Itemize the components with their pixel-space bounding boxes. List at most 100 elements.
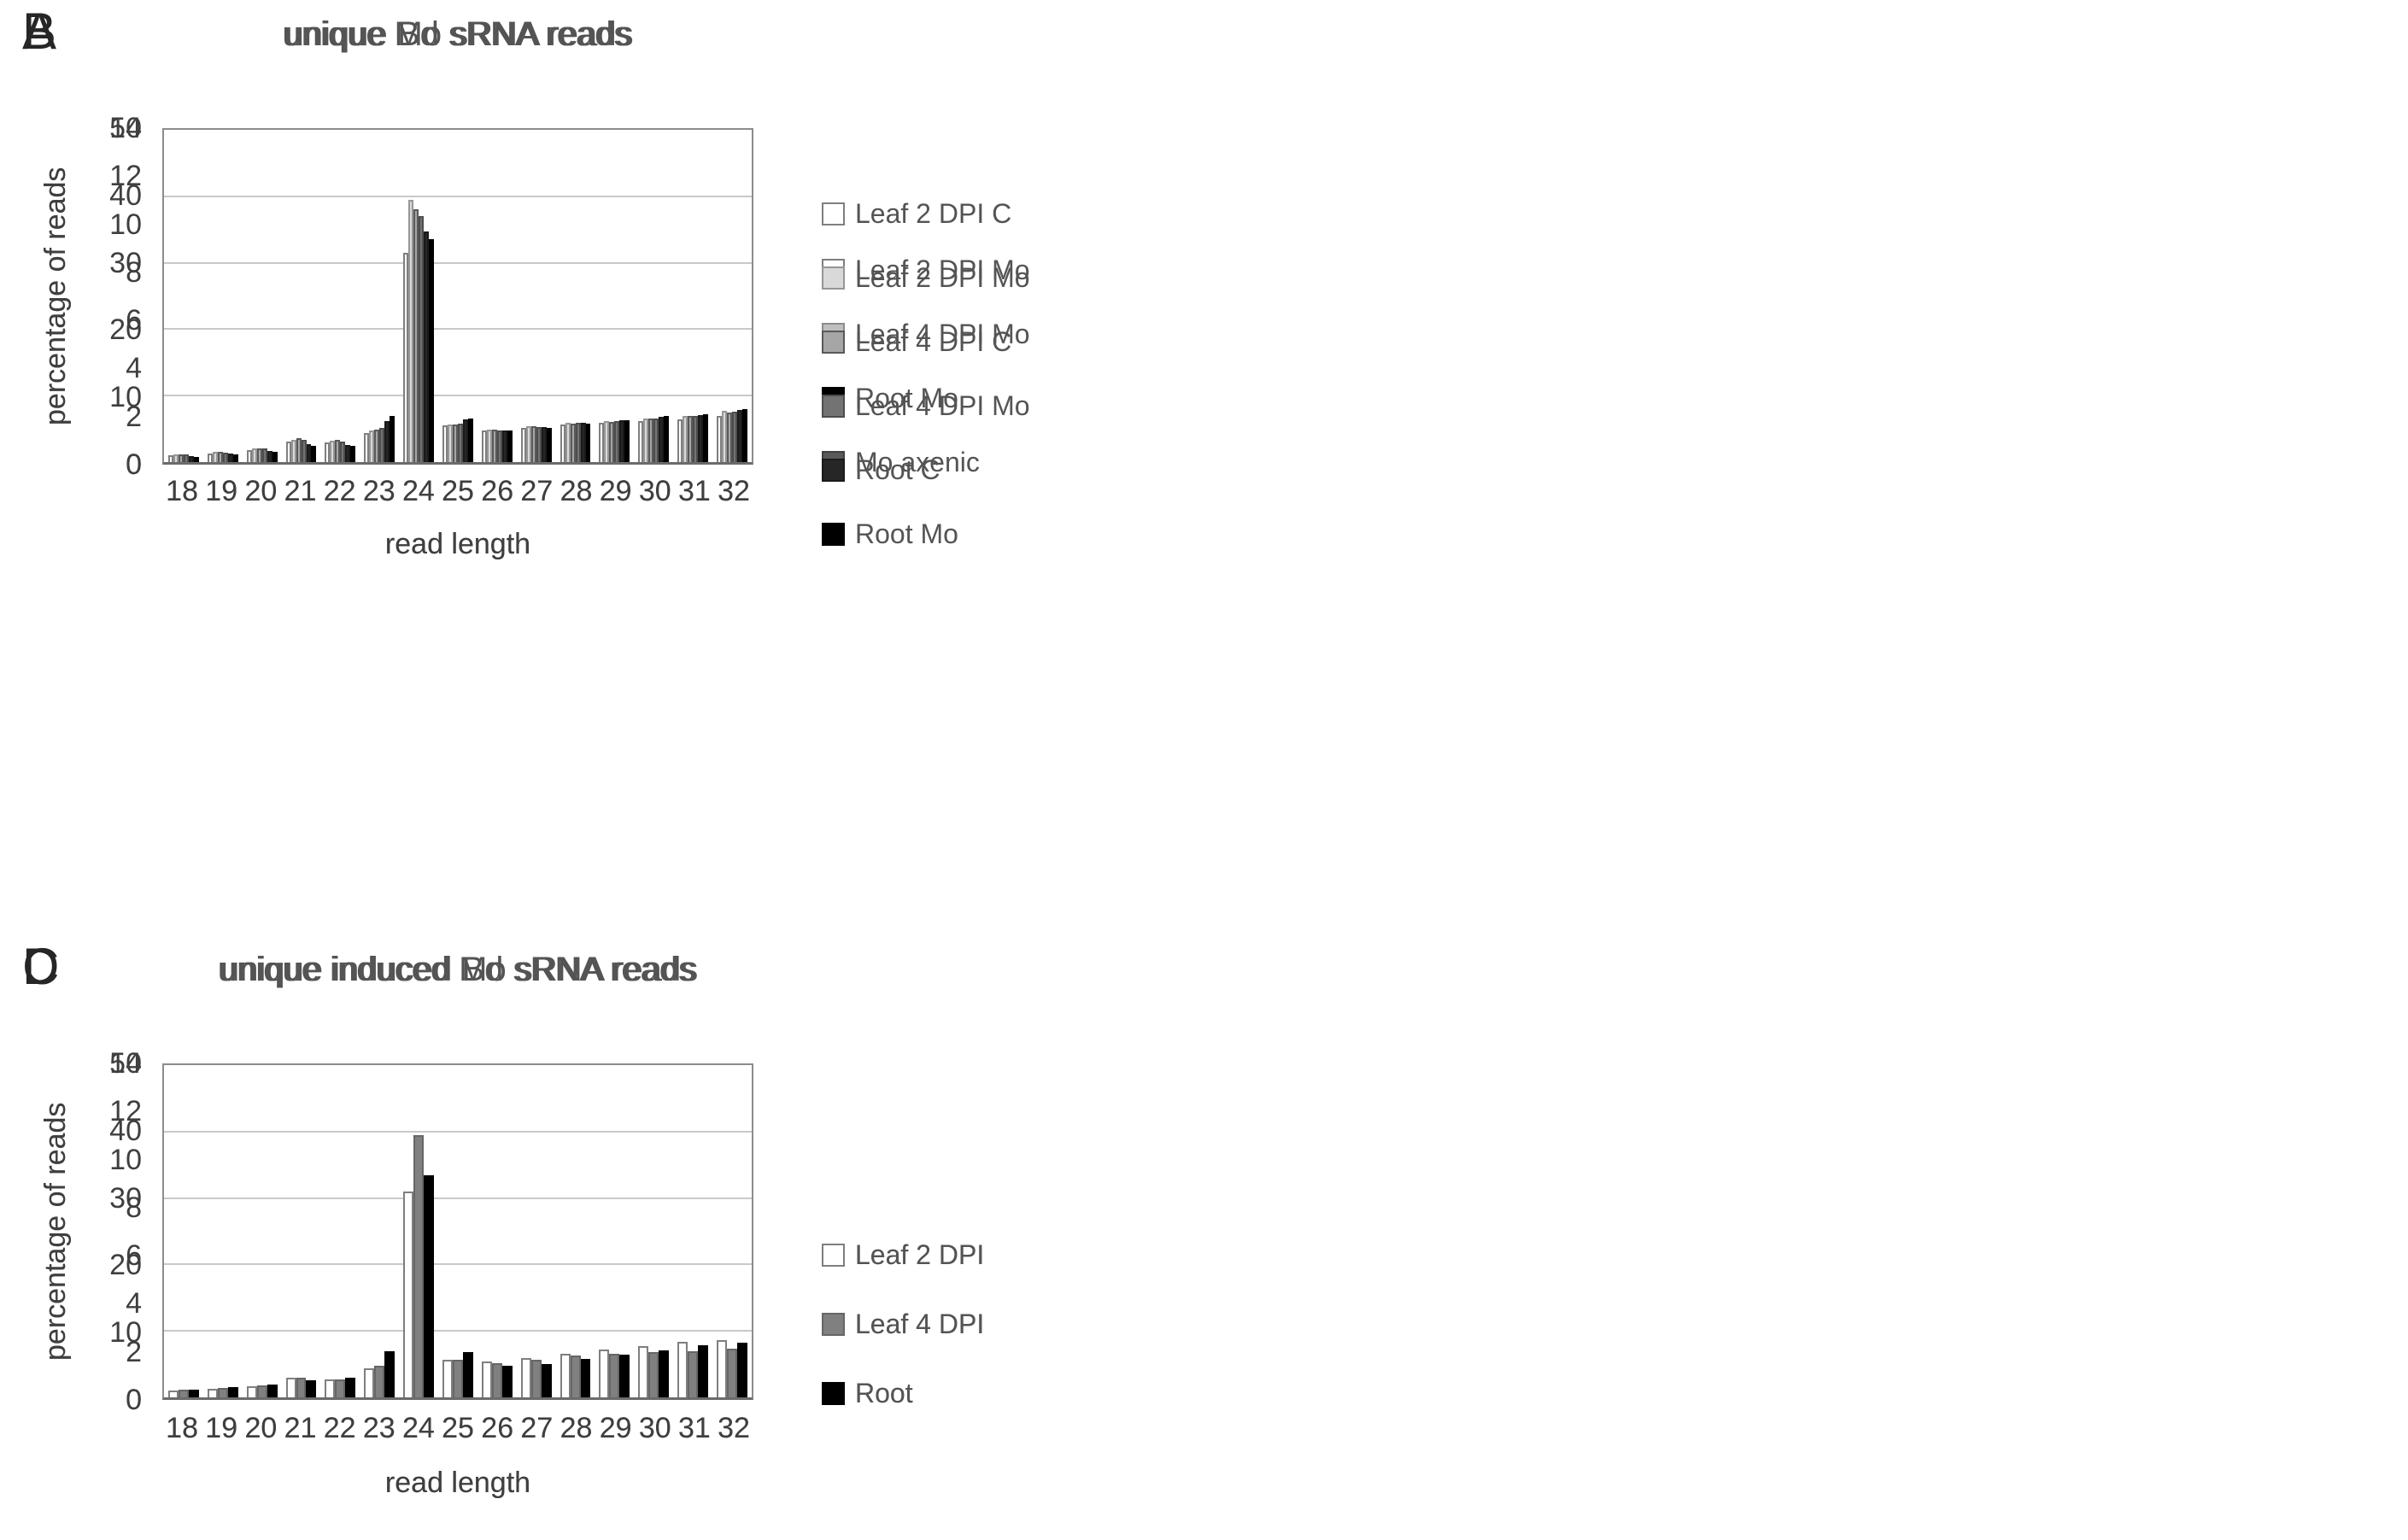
legend-entry: Leaf 4 DPI C (822, 326, 1030, 358)
bar (536, 426, 542, 462)
bar-group (243, 1065, 282, 1397)
x-axis-title: read length (384, 528, 531, 560)
x-tick-label: 20 (244, 475, 278, 507)
bar-group (556, 1065, 595, 1397)
x-tick-label: 32 (718, 1412, 750, 1444)
x-tick-label: 21 (284, 475, 317, 507)
legend-swatch-icon (822, 1244, 845, 1267)
bar (232, 454, 238, 462)
legend-label: Root (855, 1378, 913, 1408)
bar (374, 429, 380, 462)
x-tick-label: 21 (284, 1412, 317, 1444)
bar (246, 450, 252, 462)
bar (575, 423, 581, 462)
legend-entry: Root Mo (822, 518, 1030, 550)
legend-label: Leaf 4 DPI (855, 1309, 985, 1339)
x-tick-label: 30 (638, 1412, 671, 1444)
y-tick-label: 20 (109, 1249, 142, 1282)
legend-label: Root Mo (855, 518, 958, 549)
bar (717, 416, 722, 462)
bar (212, 452, 218, 462)
legend-label: Leaf 2 DPI Mo (855, 255, 1030, 285)
x-tick-label: 19 (205, 475, 238, 507)
bar (364, 1367, 375, 1397)
x-tick-label: 25 (442, 475, 474, 507)
y-axis: 0 10 20 30 40 50 (68, 1049, 154, 1414)
bar (256, 1385, 267, 1397)
bar-group (360, 1065, 399, 1397)
bar (178, 1390, 189, 1397)
bar-group (634, 1065, 673, 1397)
legend-label: Leaf 2 DPI C (855, 198, 1012, 229)
bar (604, 420, 610, 462)
bar (345, 1378, 356, 1397)
bar (457, 423, 463, 462)
x-tick-label: 24 (402, 475, 435, 507)
bar (413, 1134, 425, 1397)
x-tick-label: 32 (718, 1412, 750, 1444)
x-tick-label: 30 (638, 475, 671, 507)
bar (717, 1340, 727, 1397)
bar (296, 1378, 307, 1397)
bar (486, 429, 492, 462)
legend-label: Mo axenic (855, 447, 980, 477)
x-tick-label: 31 (677, 1412, 711, 1444)
x-tick-label: 23 (362, 475, 395, 507)
legend-swatch-icon (822, 523, 845, 546)
y-tick-label: 20 (109, 313, 142, 347)
bar-group (712, 130, 752, 462)
y-tick-label: 12 (109, 1095, 142, 1128)
bar (178, 454, 184, 462)
x-axis-title: read length (384, 1467, 531, 1499)
bar (267, 1385, 278, 1397)
bar (541, 1364, 552, 1397)
x-tick-label: 20 (244, 1412, 278, 1444)
y-tick-label: 10 (109, 208, 142, 241)
x-tick-label: 28 (560, 475, 593, 507)
bar (345, 444, 351, 462)
plot-area (162, 1063, 753, 1400)
bar (491, 429, 497, 462)
bar (390, 416, 395, 462)
bar (442, 1360, 453, 1397)
bar (311, 445, 317, 462)
x-tick-label: 31 (677, 475, 711, 507)
x-tick-label: 32 (718, 475, 750, 507)
x-axis-title: read length (384, 528, 531, 560)
bar (698, 1345, 709, 1397)
bar (340, 441, 346, 462)
legend-label: Leaf 4 DPI C (855, 326, 1012, 357)
bar (541, 426, 547, 462)
y-tick-label: 4 (126, 1287, 142, 1320)
x-tick-label: 27 (520, 1412, 554, 1444)
legend-entry: Leaf 2 DPI (822, 1239, 984, 1271)
bar-group (282, 1065, 321, 1397)
bar-group (556, 130, 595, 462)
y-tick-label: 50 (109, 1047, 142, 1080)
y-tick-label: 10 (109, 1316, 142, 1350)
bar (424, 231, 430, 462)
x-tick-label: 19 (205, 475, 238, 507)
bar-group (320, 130, 360, 462)
bar (261, 448, 267, 462)
bar (496, 430, 502, 462)
bar (659, 417, 665, 462)
legend-entry: Leaf 4 DPI (822, 1309, 984, 1340)
legend-entry: Leaf 4 DPI Mo (822, 390, 1030, 422)
bar (217, 1388, 228, 1397)
legend-label: Leaf 2 DPI (855, 1239, 985, 1270)
bar (580, 423, 586, 462)
y-tick-label: 0 (126, 448, 142, 481)
y-tick-label: 10 (109, 1143, 142, 1176)
x-axis-title: read length (384, 1467, 531, 1499)
x-axis: 18 19 20 21 22 23 24 25 26 27 28 29 30 31 32 (162, 1412, 753, 1445)
bar-group (164, 130, 203, 462)
bar (491, 1363, 502, 1397)
bar-plot (164, 130, 752, 462)
x-tick-label: 18 (166, 475, 198, 507)
bar (364, 432, 370, 462)
bar (570, 1356, 581, 1397)
bar (648, 1352, 659, 1397)
bar-group (595, 1065, 634, 1397)
